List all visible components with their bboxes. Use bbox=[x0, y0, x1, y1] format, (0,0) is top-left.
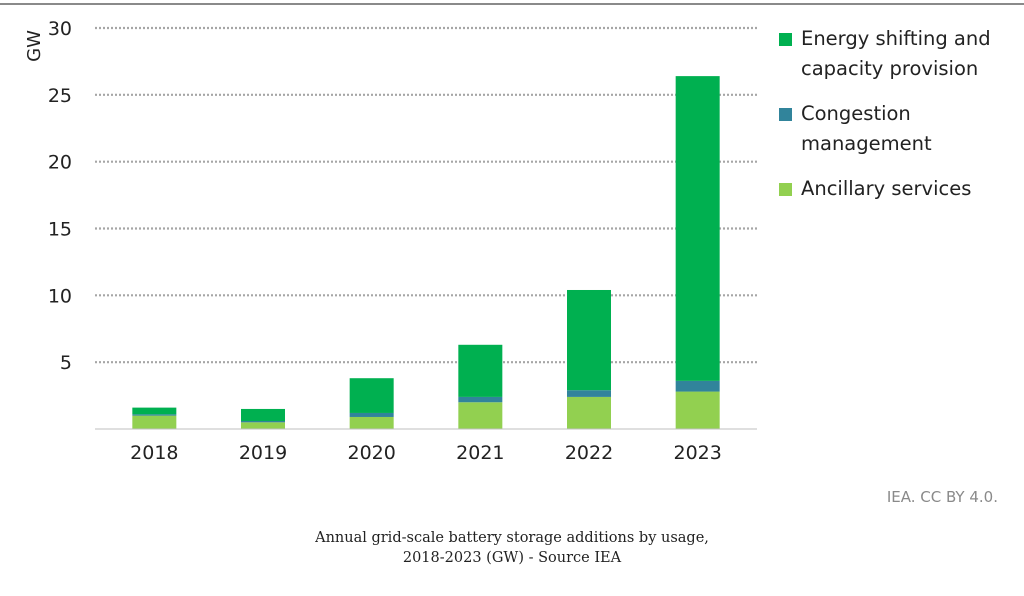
gridlines bbox=[95, 26, 757, 364]
bar-segment bbox=[132, 407, 177, 415]
y-axis-label: GW bbox=[24, 30, 45, 62]
legend-swatch-congestion bbox=[779, 108, 792, 121]
bar-segment bbox=[349, 416, 394, 429]
legend-label-line: capacity provision bbox=[801, 57, 979, 80]
y-tick-label: 10 bbox=[48, 285, 72, 307]
y-tick-labels: 5 10 15 20 25 30 bbox=[48, 18, 72, 374]
top-rule bbox=[0, 3, 1024, 5]
bar-segment bbox=[567, 289, 611, 391]
bar-segment bbox=[567, 390, 611, 397]
x-tick-label: 2023 bbox=[673, 442, 721, 464]
legend-label-line: management bbox=[801, 132, 932, 155]
bar-segment bbox=[349, 412, 394, 417]
legend: Energy shifting and capacity provision C… bbox=[779, 24, 1019, 219]
bar-segment bbox=[349, 378, 394, 413]
bar-segment bbox=[458, 396, 503, 403]
legend-swatch-ancillary bbox=[779, 183, 792, 196]
x-tick-label: 2021 bbox=[456, 442, 504, 464]
y-tick-label: 15 bbox=[48, 219, 72, 241]
bar-segment bbox=[241, 420, 285, 423]
credit-text: IEA. CC BY 4.0. bbox=[886, 488, 998, 506]
y-tick-label: 5 bbox=[60, 352, 72, 374]
y-tick-label: 20 bbox=[48, 152, 72, 174]
caption-line: Annual grid-scale battery storage additi… bbox=[315, 530, 709, 546]
bar-segment bbox=[458, 402, 503, 429]
bar-segment bbox=[675, 391, 720, 429]
legend-label-line: Ancillary services bbox=[801, 177, 972, 200]
bar-segment bbox=[132, 414, 177, 416]
x-tick-label: 2022 bbox=[565, 442, 613, 464]
bar-segment bbox=[132, 415, 177, 429]
bars bbox=[132, 76, 720, 429]
x-tick-label: 2018 bbox=[130, 442, 178, 464]
figure-caption: Annual grid-scale battery storage additi… bbox=[0, 528, 1024, 568]
legend-item-ancillary: Ancillary services bbox=[779, 174, 1019, 204]
x-tick-label: 2020 bbox=[347, 442, 395, 464]
caption-line: 2018-2023 (GW) - Source IEA bbox=[402, 550, 622, 566]
y-tick-label: 25 bbox=[48, 85, 72, 107]
stacked-bar-chart: 5 10 15 20 25 30 GW 2018 2019 2020 2021 2022 2023 bbox=[24, 18, 757, 464]
y-tick-label: 30 bbox=[48, 18, 72, 40]
x-tick-labels: 2018 2019 2020 2021 2022 2023 bbox=[130, 442, 722, 464]
legend-label-line: Energy shifting and bbox=[801, 27, 991, 50]
x-tick-label: 2019 bbox=[239, 442, 287, 464]
bar-segment bbox=[241, 408, 285, 421]
bar-segment bbox=[675, 380, 720, 392]
legend-item-congestion: Congestion management bbox=[779, 99, 1019, 159]
bar-segment bbox=[567, 396, 611, 429]
bar-segment bbox=[241, 422, 285, 429]
bar-segment bbox=[675, 76, 720, 381]
legend-label-line: Congestion bbox=[801, 102, 911, 125]
bar-segment bbox=[458, 344, 503, 397]
legend-swatch-energy-shifting bbox=[779, 33, 792, 46]
legend-item-energy-shifting: Energy shifting and capacity provision bbox=[779, 24, 1019, 84]
